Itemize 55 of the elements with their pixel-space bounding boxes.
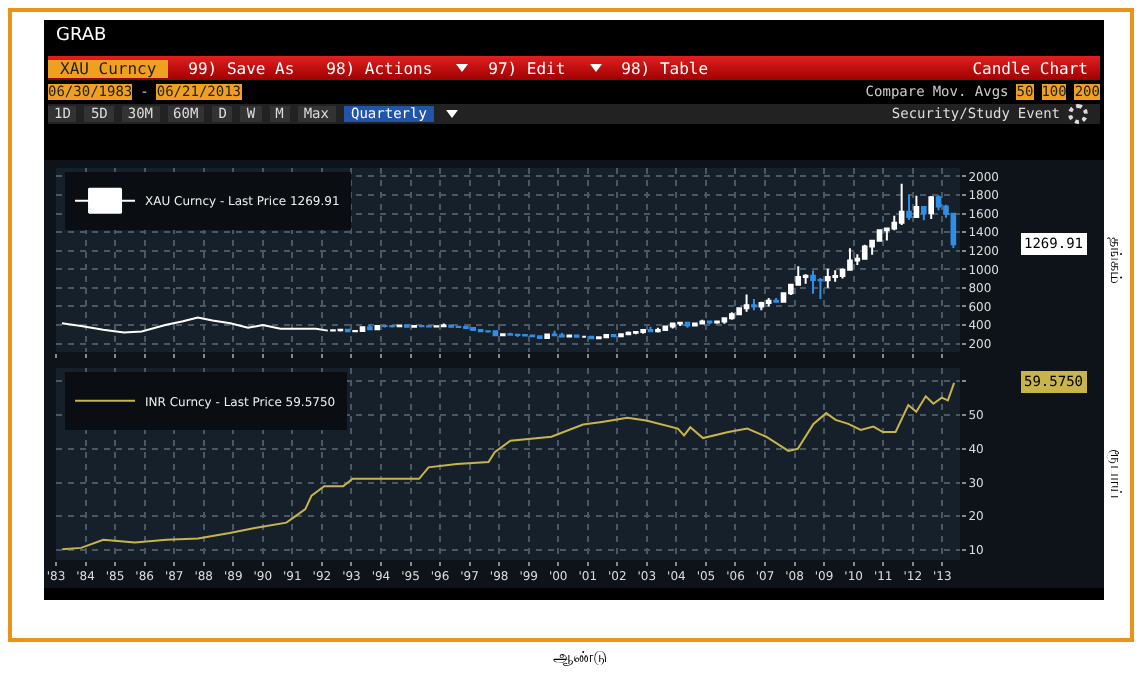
- candlestick: [662, 324, 669, 332]
- text: 99) Save As: [186, 59, 297, 77]
- candlestick: [728, 311, 735, 320]
- candlestick: [536, 334, 543, 340]
- candlestick: [854, 253, 861, 267]
- candlestick: [928, 195, 934, 221]
- candlestick: [832, 269, 838, 283]
- x-axis-title: ஆண்டு: [553, 648, 607, 668]
- candlestick: [470, 326, 477, 332]
- candlestick: [913, 194, 920, 218]
- candlestick: [721, 317, 728, 325]
- candlestick: [684, 321, 691, 329]
- chart-title: GRAB: [56, 26, 107, 46]
- candlestick: [824, 267, 831, 289]
- candlestick: [765, 297, 772, 308]
- candlestick: [374, 324, 381, 331]
- candlestick: [802, 273, 809, 285]
- text: 98) Table: [619, 59, 711, 77]
- candlestick: [699, 318, 706, 326]
- candlestick: [751, 298, 757, 312]
- candlestick: [440, 322, 447, 328]
- candlestick: [544, 332, 550, 340]
- candlestick: [935, 194, 942, 212]
- candlestick: [780, 291, 787, 304]
- candlestick: [618, 332, 624, 338]
- text: Candle Chart: [970, 59, 1090, 77]
- candlestick: [359, 325, 366, 332]
- candlestick: [677, 321, 683, 327]
- candlestick: [551, 329, 558, 337]
- candlestick: [640, 328, 646, 335]
- candlestick: [603, 333, 610, 339]
- candlestick: [898, 182, 905, 226]
- candlestick: [817, 277, 824, 300]
- text: 98) Actions: [324, 59, 435, 77]
- candlestick: [906, 193, 912, 221]
- text: XAU Curncy: [48, 59, 169, 77]
- candlestick: [810, 269, 816, 295]
- candlestick: [921, 205, 927, 222]
- text: 97) Edit: [486, 59, 568, 77]
- candlestick: [861, 243, 868, 261]
- candlestick: [743, 293, 750, 313]
- y-axis-title: ரூபாய்: [1104, 449, 1124, 499]
- candlestick: [692, 322, 698, 328]
- candlestick: [847, 247, 853, 271]
- candlestick: [632, 330, 639, 336]
- candlestick: [367, 323, 373, 332]
- candlestick: [669, 322, 676, 330]
- candlestick: [559, 331, 565, 338]
- candlestick: [500, 332, 506, 338]
- candlestick: [655, 326, 661, 334]
- line-series: [61, 381, 956, 551]
- candlestick: [758, 300, 765, 312]
- y-axis-title: தங்கம்: [1104, 237, 1124, 283]
- candlestick: [507, 331, 514, 337]
- candlestick: [773, 296, 779, 304]
